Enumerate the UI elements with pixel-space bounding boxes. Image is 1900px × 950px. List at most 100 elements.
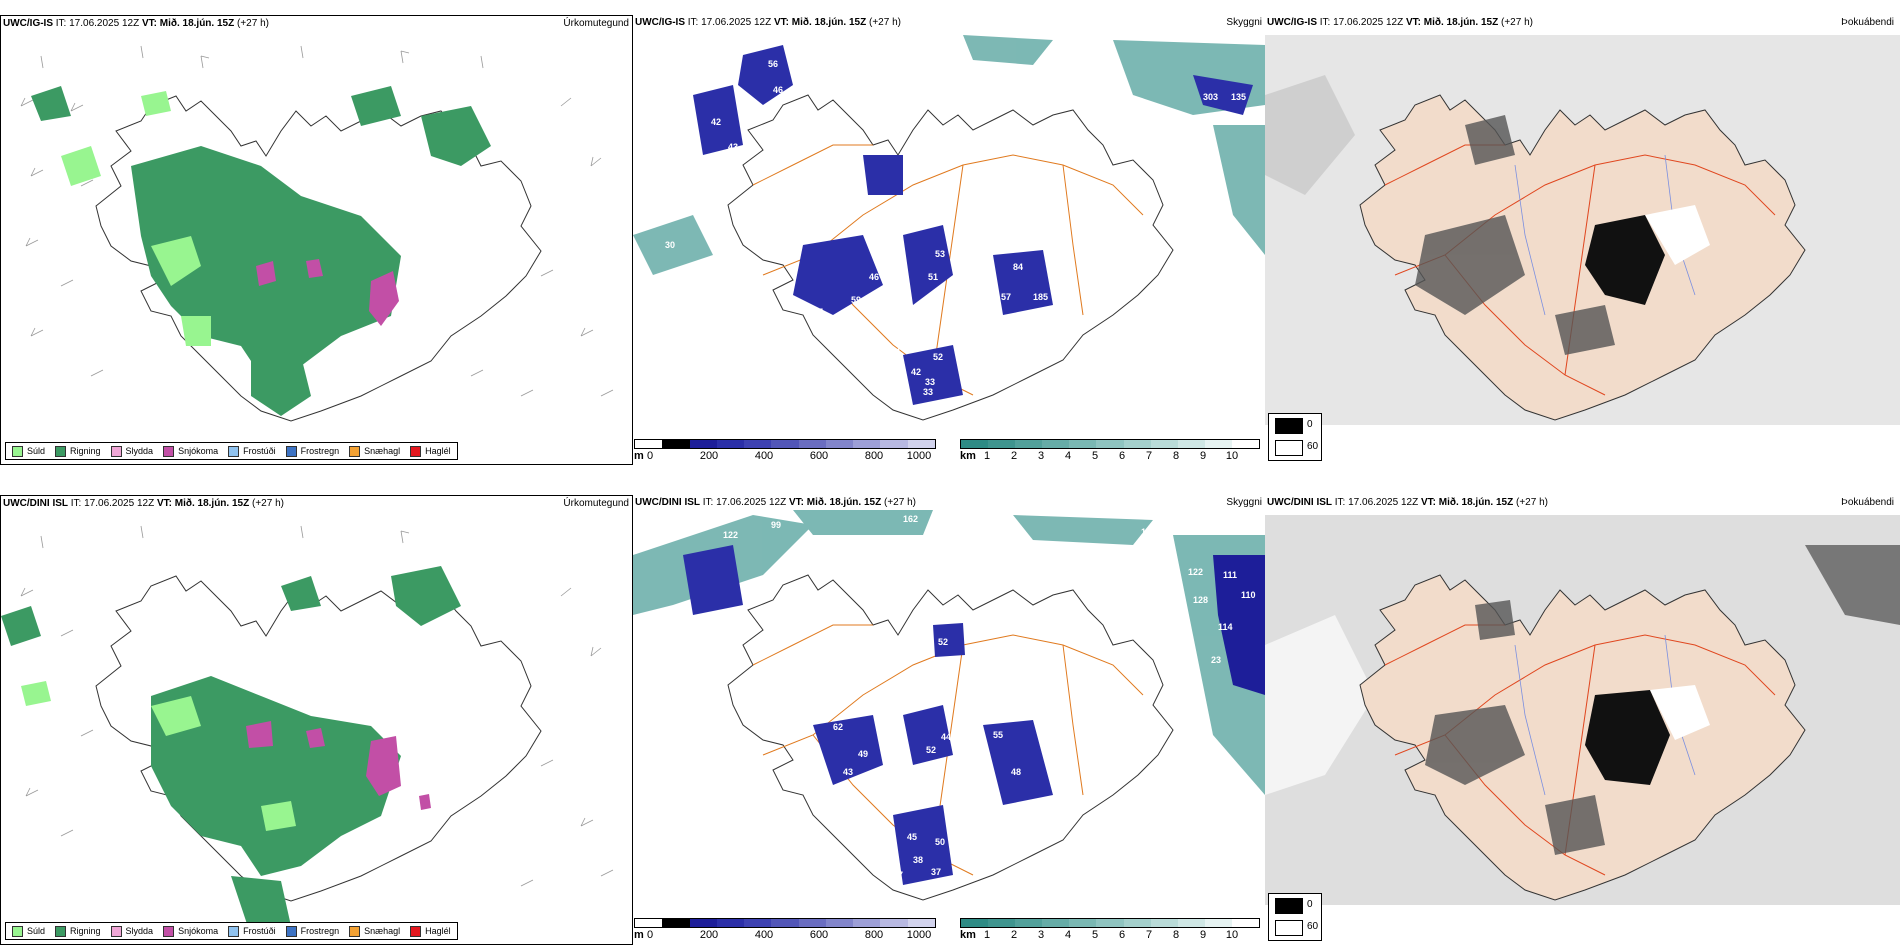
cbar-swatch bbox=[825, 919, 854, 927]
cbar-swatch bbox=[1177, 440, 1205, 448]
vis-label: 34 bbox=[929, 882, 939, 892]
vis-label: 41 bbox=[1053, 802, 1063, 812]
cbar-swatch bbox=[1150, 919, 1178, 927]
cbar-swatch bbox=[825, 440, 854, 448]
fog-legend-low-swatch bbox=[1275, 898, 1303, 914]
snow-areas bbox=[256, 259, 399, 326]
legend-swatch bbox=[12, 445, 23, 457]
cbar-tick: 600 bbox=[809, 450, 829, 462]
cbar-swatch bbox=[662, 919, 690, 927]
legend-swatch bbox=[110, 445, 122, 457]
panel-title: Úrkomutegund bbox=[563, 498, 629, 509]
legend-item: Frostúði bbox=[228, 925, 276, 937]
vis-label: 49 bbox=[858, 749, 868, 759]
cbar-swatch bbox=[880, 440, 908, 448]
legend-swatch bbox=[285, 445, 297, 457]
snow-areas bbox=[246, 721, 431, 810]
cbar-tick: 800 bbox=[864, 929, 884, 941]
fog-legend-high-swatch bbox=[1275, 920, 1303, 936]
cbar-swatch bbox=[1204, 440, 1232, 448]
cbar-swatch bbox=[1069, 919, 1097, 927]
cbar-swatch bbox=[744, 919, 772, 927]
cbar-swatch bbox=[961, 440, 989, 448]
cbar-tick: 1000 bbox=[906, 450, 932, 462]
cbar-tick: 0 bbox=[646, 929, 654, 941]
fog-map bbox=[1265, 35, 1900, 425]
precip-type-legend: Súld Rigning Slydda Snjókoma Frostúði Fr… bbox=[5, 922, 458, 940]
fog-legend-top: 0 60 bbox=[1268, 413, 1322, 461]
cbar-swatch bbox=[716, 919, 745, 927]
legend-item: Rigning bbox=[55, 925, 101, 937]
panel-header: UWC/IG-IS IT: 17.06.2025 12Z VT: Mið. 18… bbox=[635, 17, 901, 28]
vis-label: 135 bbox=[1231, 92, 1246, 102]
cbar-swatch bbox=[1231, 919, 1260, 927]
visibility-panel-bottom: UWC/DINI ISL IT: 17.06.2025 12Z VT: Mið.… bbox=[633, 495, 1265, 945]
legend-swatch bbox=[285, 925, 297, 937]
vis-label: 62 bbox=[743, 287, 753, 297]
legend-item: Frostregn bbox=[285, 445, 339, 457]
cbar-tick: 5 bbox=[1091, 929, 1099, 941]
legend-item: Snjókoma bbox=[163, 445, 218, 457]
legend-swatch bbox=[163, 925, 175, 937]
legend-swatch bbox=[228, 445, 240, 457]
vis-label: 106 bbox=[883, 327, 898, 337]
vis-label: 42 bbox=[711, 117, 721, 127]
very-low-visibility-sea bbox=[1213, 555, 1265, 695]
vis-label: 210 bbox=[911, 782, 926, 792]
cbar-swatch bbox=[1015, 440, 1043, 448]
panel-header: UWC/DINI ISL IT: 17.06.2025 12Z VT: Mið.… bbox=[3, 498, 284, 509]
legend-item: Frostregn bbox=[285, 925, 339, 937]
vis-label: 115 bbox=[879, 297, 894, 307]
legend-swatch bbox=[410, 925, 422, 937]
panel-header: UWC/DINI ISL IT: 17.06.2025 12Z VT: Mið.… bbox=[635, 497, 916, 508]
drizzle-areas bbox=[21, 681, 296, 831]
vis-label: 33 bbox=[925, 377, 935, 387]
cbar-tick: 4 bbox=[1064, 929, 1072, 941]
vis-label: 37 bbox=[893, 870, 903, 880]
fog-legend-low-swatch bbox=[1275, 418, 1303, 434]
vis-label: 52 bbox=[926, 745, 936, 755]
precip-map bbox=[20, 45, 614, 422]
cbar-unit: m bbox=[634, 450, 644, 462]
height-colorbar-swatches bbox=[634, 918, 936, 928]
cbar-swatch bbox=[1150, 440, 1178, 448]
cbar-unit: km bbox=[960, 450, 976, 462]
vis-label: 56 bbox=[768, 59, 778, 69]
visibility-colorbar-swatches bbox=[960, 439, 1260, 449]
vis-label: 94 bbox=[1211, 197, 1221, 207]
fog-field-sea-dark bbox=[1805, 545, 1900, 625]
cbar-tick: 5 bbox=[1091, 450, 1099, 462]
cbar-tick: 4 bbox=[1064, 450, 1072, 462]
cbar-unit: m bbox=[634, 929, 644, 941]
cbar-tick: 400 bbox=[754, 929, 774, 941]
vis-label: 42 bbox=[911, 367, 921, 377]
legend-item: Snæhagl bbox=[349, 445, 400, 457]
cbar-tick: 8 bbox=[1172, 929, 1180, 941]
height-colorbar: m 0 200 400 600 800 1000 bbox=[634, 439, 936, 465]
vis-label: 57 bbox=[1001, 292, 1011, 302]
cbar-swatch bbox=[988, 440, 1016, 448]
vis-label: 59 bbox=[851, 295, 861, 305]
vis-label: 35 bbox=[1061, 817, 1071, 827]
vis-label: 37 bbox=[931, 867, 941, 877]
cbar-tick: 6 bbox=[1118, 450, 1126, 462]
cbar-tick: 600 bbox=[809, 929, 829, 941]
cbar-swatch bbox=[662, 440, 690, 448]
fog-panel-bottom: UWC/DINI ISL IT: 17.06.2025 12Z VT: Mið.… bbox=[1265, 495, 1900, 945]
visibility-colorbar: km 1 2 3 4 5 6 7 8 9 10 bbox=[960, 439, 1260, 465]
fog-map bbox=[1265, 515, 1900, 905]
vis-label: 68 bbox=[1143, 152, 1153, 162]
cbar-tick: 1 bbox=[983, 450, 991, 462]
fog-index-black-area bbox=[1585, 215, 1665, 305]
vis-label: 45 bbox=[907, 832, 917, 842]
low-visibility-sea bbox=[633, 35, 1265, 275]
cbar-tick: 3 bbox=[1037, 450, 1045, 462]
cbar-swatch bbox=[961, 919, 989, 927]
fog-legend-high-label: 60 bbox=[1307, 441, 1319, 452]
panel-title: Úrkomutegund bbox=[563, 18, 629, 29]
cbar-swatch bbox=[1177, 919, 1205, 927]
vis-label: 44 bbox=[941, 732, 951, 742]
cbar-swatch bbox=[1123, 919, 1151, 927]
cbar-swatch bbox=[1042, 919, 1070, 927]
cbar-swatch bbox=[1042, 440, 1070, 448]
